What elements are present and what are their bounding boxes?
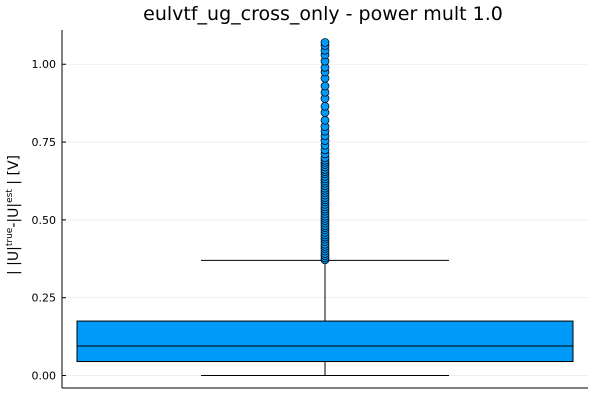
- outlier-point: [320, 101, 330, 111]
- y-axis-label-superscript: est: [5, 189, 15, 203]
- axis-layer: [61, 30, 588, 389]
- y-axis-label-part: -|U|: [6, 203, 22, 228]
- chart-title: eulvtf_ug_cross_only - power mult 1.0: [143, 3, 503, 25]
- y-tick-label: 1.00: [32, 58, 57, 71]
- y-axis-label-part: | [V]: [6, 155, 22, 189]
- iqr-box: [76, 320, 574, 363]
- box-layer: [76, 259, 574, 377]
- outlier-layer: [320, 38, 330, 265]
- outlier-point: [320, 38, 330, 47]
- y-tick-label: 0.50: [32, 214, 57, 227]
- y-axis-label-superscript: true: [5, 227, 15, 246]
- y-tick-label: 0.00: [32, 370, 57, 383]
- y-tick-label: 0.75: [32, 136, 57, 149]
- outlier-point: [320, 115, 330, 125]
- ticks-layer: 0.00 0.25 0.50 0.75 1.00: [32, 58, 66, 383]
- y-axis-label: | |U|true-|U|est | [V]: [5, 155, 22, 275]
- y-axis-label-part: | |U|: [6, 246, 22, 275]
- y-tick-label: 0.25: [32, 292, 57, 305]
- outlier-point: [320, 81, 330, 91]
